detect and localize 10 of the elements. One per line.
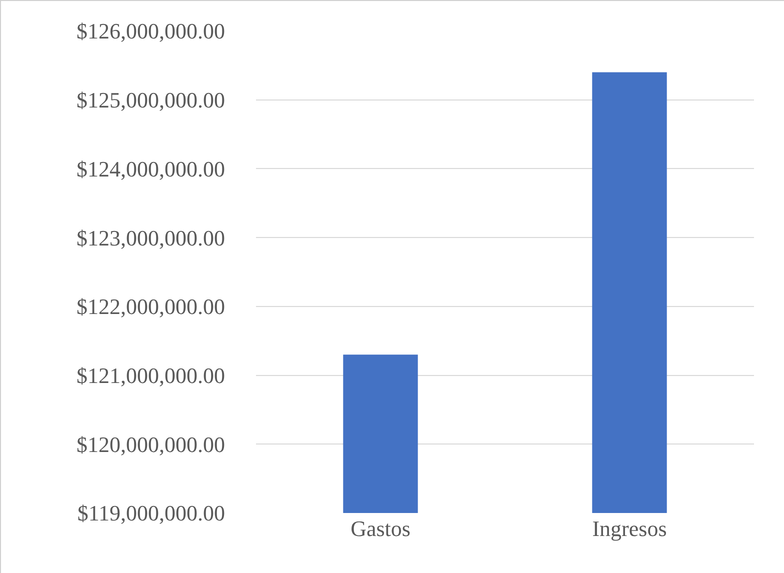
- y-tick-label: $124,000,000.00: [76, 156, 225, 182]
- y-tick-label: $123,000,000.00: [76, 225, 225, 250]
- x-tick-label: Gastos: [350, 516, 410, 541]
- y-tick-label: $122,000,000.00: [76, 294, 225, 320]
- y-tick-label: $125,000,000.00: [76, 88, 225, 113]
- x-tick-label: Ingresos: [592, 516, 667, 541]
- y-tick-label: $121,000,000.00: [76, 362, 225, 388]
- y-tick-label: $126,000,000.00: [76, 18, 225, 44]
- y-tick-label: $119,000,000.00: [77, 500, 225, 526]
- y-tick-label: $120,000,000.00: [76, 432, 225, 457]
